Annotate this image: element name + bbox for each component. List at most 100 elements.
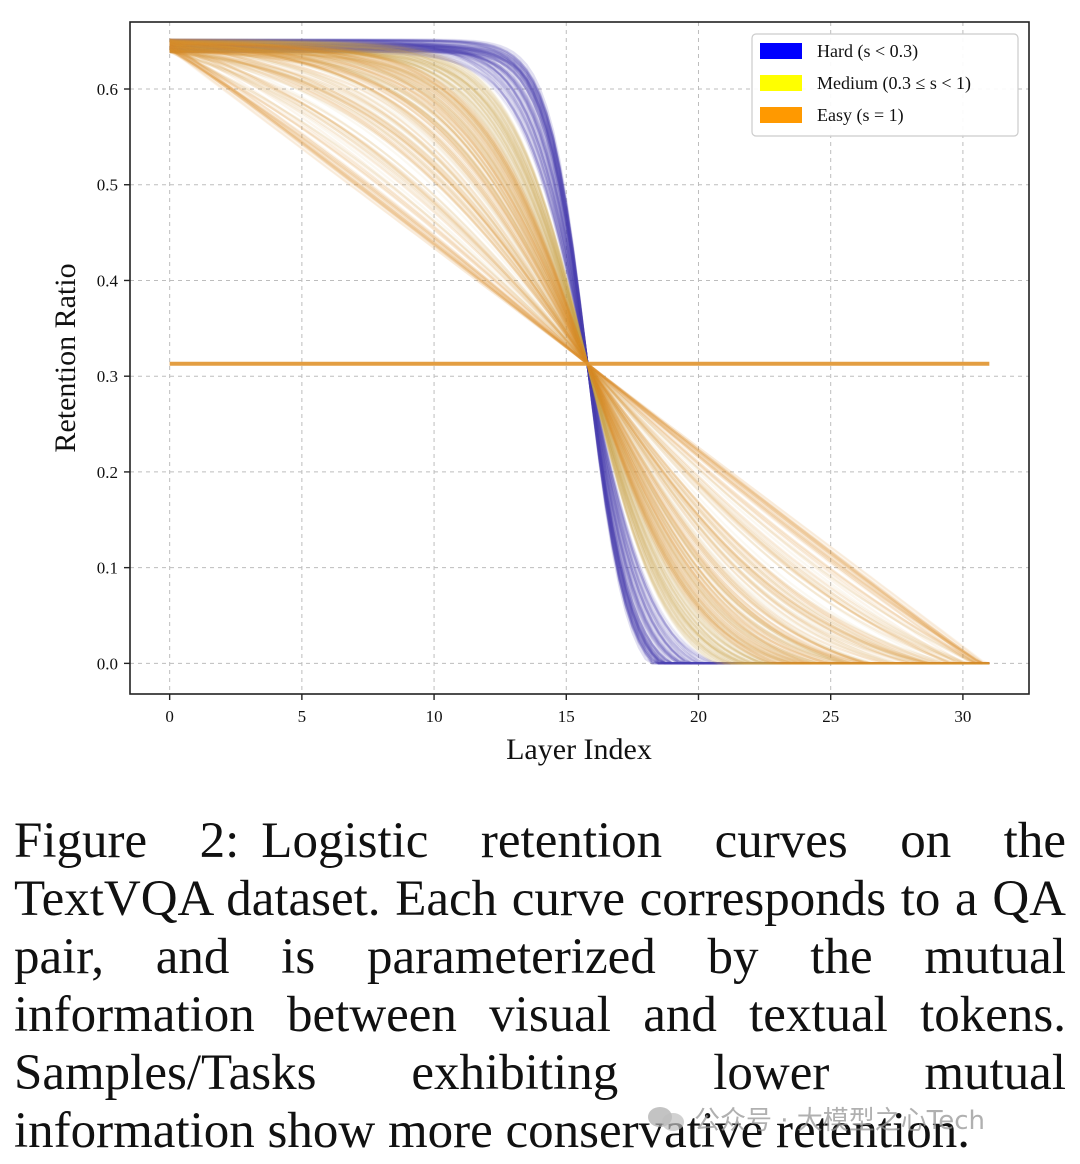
curve-line bbox=[169, 47, 990, 665]
curve-line bbox=[169, 38, 990, 665]
curve-line bbox=[169, 39, 990, 665]
curve-line bbox=[169, 45, 990, 665]
curve-line bbox=[169, 45, 990, 665]
curve-line bbox=[169, 41, 990, 665]
curve-line bbox=[169, 48, 990, 665]
curve-line bbox=[169, 42, 990, 665]
curve-line bbox=[169, 41, 990, 665]
curve-line bbox=[169, 49, 990, 665]
curve-line bbox=[169, 39, 990, 665]
curve-line bbox=[169, 44, 990, 665]
curve-line bbox=[169, 39, 990, 665]
curve-line bbox=[169, 48, 990, 665]
curve-line bbox=[169, 48, 990, 665]
curve-line bbox=[169, 44, 990, 665]
curve-line bbox=[169, 41, 990, 665]
curve-line bbox=[169, 46, 990, 665]
curve-line bbox=[169, 51, 990, 665]
x-tick-label-5: 25 bbox=[822, 707, 839, 726]
curve-line bbox=[169, 50, 990, 665]
curve-line bbox=[169, 48, 990, 665]
plot-frame bbox=[129, 21, 1030, 695]
curve-line bbox=[169, 50, 990, 665]
curve-line bbox=[169, 47, 990, 665]
curve-line bbox=[169, 45, 990, 665]
curve-line bbox=[169, 41, 990, 665]
curve-line bbox=[169, 39, 990, 665]
curve-line bbox=[169, 42, 990, 665]
curve-line bbox=[169, 42, 990, 665]
curve-line bbox=[169, 51, 990, 665]
curve-line bbox=[169, 45, 990, 665]
curve-line bbox=[169, 39, 990, 665]
curve-line bbox=[169, 47, 990, 665]
curve-line bbox=[169, 43, 990, 665]
curve-line bbox=[169, 50, 990, 665]
curve-line bbox=[169, 46, 990, 665]
curve-line bbox=[169, 40, 990, 665]
curve-line bbox=[169, 48, 990, 665]
curve-line bbox=[169, 44, 990, 665]
curve-line bbox=[169, 47, 990, 665]
curve-line bbox=[169, 48, 990, 665]
curve-line bbox=[169, 40, 990, 665]
curve-line bbox=[169, 47, 990, 665]
curve-line bbox=[169, 41, 990, 665]
curve-group-1 bbox=[169, 38, 990, 665]
curve-line bbox=[169, 38, 990, 665]
curve-line bbox=[169, 50, 990, 665]
curve-line bbox=[169, 50, 990, 665]
x-tick-label-6: 30 bbox=[954, 707, 971, 726]
curve-line bbox=[169, 43, 990, 665]
curve-line bbox=[169, 44, 990, 665]
curve-line bbox=[169, 39, 990, 665]
curve-line bbox=[169, 48, 990, 665]
curve-line bbox=[169, 43, 990, 665]
curve-line bbox=[169, 50, 990, 665]
curve-line bbox=[169, 42, 990, 665]
watermark-text: 公众号 · 大模型之心Tech bbox=[694, 1106, 986, 1136]
curve-line bbox=[169, 51, 990, 665]
curve-line bbox=[169, 38, 990, 665]
curve-line bbox=[169, 38, 990, 665]
curve-line bbox=[169, 41, 990, 665]
curve-line bbox=[169, 48, 990, 665]
legend-box bbox=[751, 33, 1019, 137]
curve-line bbox=[169, 50, 990, 665]
curve-line bbox=[169, 38, 990, 665]
legend-label-medium: Medium (0.3 ≤ s < 1) bbox=[817, 73, 971, 94]
curve-line bbox=[169, 44, 990, 665]
curve-line bbox=[169, 42, 990, 665]
curve-line bbox=[169, 49, 990, 665]
curve-line bbox=[169, 48, 990, 665]
curve-line bbox=[169, 47, 990, 665]
curve-line bbox=[169, 42, 990, 665]
curve-line bbox=[169, 39, 990, 665]
curve-line bbox=[169, 39, 990, 665]
curve-line bbox=[169, 48, 990, 665]
curve-line bbox=[169, 43, 990, 665]
curve-line bbox=[169, 48, 990, 665]
curve-line bbox=[169, 41, 990, 665]
curve-line bbox=[169, 40, 990, 665]
curve-line bbox=[169, 41, 990, 665]
curve-line bbox=[169, 39, 990, 665]
curve-line bbox=[169, 40, 990, 665]
curve-line bbox=[169, 39, 990, 665]
curve-line bbox=[169, 43, 990, 665]
curve-line bbox=[169, 47, 990, 665]
curve-line bbox=[169, 45, 990, 665]
curve-line bbox=[169, 41, 990, 665]
curve-line bbox=[169, 42, 990, 665]
curve-line bbox=[169, 38, 990, 665]
curve-line bbox=[169, 40, 990, 665]
curve-line bbox=[169, 43, 990, 665]
curve-line bbox=[169, 38, 990, 665]
curve-line bbox=[169, 44, 990, 665]
x-tick-label-0: 0 bbox=[165, 707, 174, 726]
curve-line bbox=[169, 40, 990, 665]
curve-line bbox=[169, 48, 990, 665]
curve-line bbox=[169, 51, 990, 665]
curve-line bbox=[169, 45, 990, 665]
curve-line bbox=[169, 42, 990, 665]
